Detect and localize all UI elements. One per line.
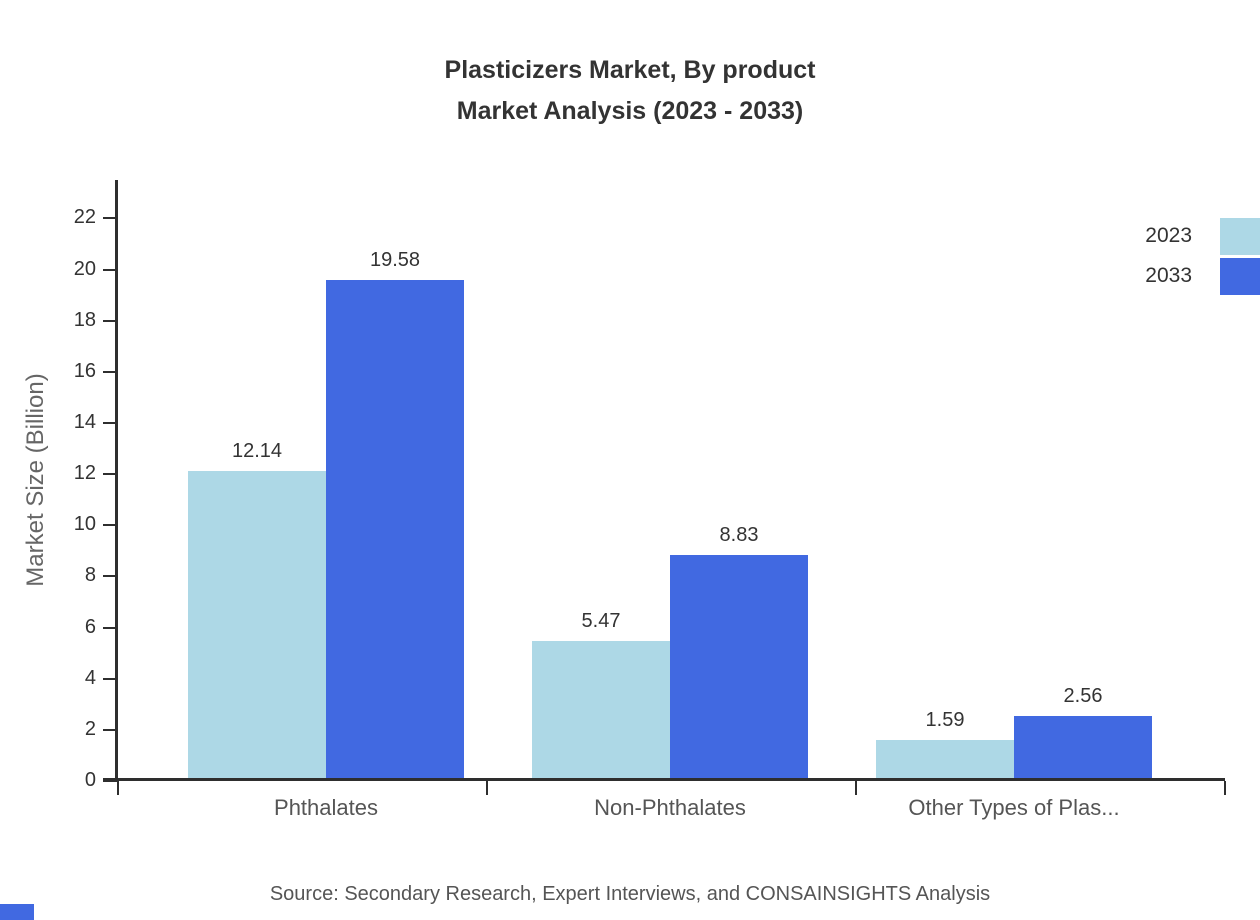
y-tick-label: 18 <box>73 308 96 331</box>
bar-2023-Other Types of Plas...[interactable] <box>876 740 1014 781</box>
x-tick <box>1224 781 1226 795</box>
legend-item-2033[interactable]: 2033 <box>1145 256 1260 296</box>
y-tick <box>103 370 118 373</box>
y-tick-label: 14 <box>73 410 96 433</box>
chart-title-line2: Market Analysis (2023 - 2033) <box>456 97 804 125</box>
y-tick-label: 16 <box>73 359 96 382</box>
y-axis-title: Market Size (Billion) <box>22 373 49 587</box>
y-tick <box>103 575 118 578</box>
y-tick <box>103 268 118 271</box>
bar-2033-Non-Phthalates[interactable] <box>670 555 808 781</box>
bar-value-label: 1.59 <box>925 709 965 732</box>
source-note: Source: Secondary Research, Expert Inter… <box>269 883 991 905</box>
bar-value-label: 8.83 <box>719 524 759 547</box>
x-category-label: Phthalates <box>274 795 378 820</box>
y-tick-label: 2 <box>84 717 96 740</box>
legend: 2023 2033 <box>1145 216 1260 296</box>
x-category-label: Other Types of Plas... <box>908 795 1120 820</box>
y-tick-label: 20 <box>73 257 96 280</box>
y-axis-line <box>115 180 118 781</box>
bar-2023-Non-Phthalates[interactable] <box>532 641 670 781</box>
legend-label-2023: 2023 <box>1145 224 1192 247</box>
y-tick-label: 0 <box>84 769 96 791</box>
y-tick <box>103 524 118 527</box>
bar-value-label: 2.56 <box>1063 684 1103 707</box>
y-tick <box>103 319 118 322</box>
y-tick-label: 10 <box>73 513 96 536</box>
y-tick <box>103 728 118 731</box>
legend-swatch-2033 <box>1220 257 1260 295</box>
x-tick <box>855 781 857 795</box>
y-tick <box>103 780 118 782</box>
legend-label-2033: 2033 <box>1145 264 1192 287</box>
corner-accent <box>0 904 34 920</box>
x-tick <box>486 781 488 795</box>
bar-value-label: 19.58 <box>369 249 421 272</box>
y-tick-label: 12 <box>73 462 96 485</box>
legend-item-2023[interactable]: 2023 <box>1145 216 1260 256</box>
bar-2033-Phthalates[interactable] <box>326 280 464 781</box>
legend-swatch-2023 <box>1220 217 1260 255</box>
plot-area: 0 2 4 6 8 10 12 14 16 18 20 22 12.14 19.58 Phthalates 5… <box>74 180 1226 820</box>
x-axis-line <box>103 778 1225 781</box>
y-tick <box>103 217 118 220</box>
y-tick-label: 22 <box>73 206 96 229</box>
y-tick <box>103 421 118 424</box>
bar-2023-Phthalates[interactable] <box>188 470 326 781</box>
chart-title-line1: Plasticizers Market, By product <box>444 56 816 84</box>
bar-2033-Other Types of Plas...[interactable] <box>1014 715 1152 781</box>
chart-title: Plasticizers Market, By product Market A… <box>0 50 1260 132</box>
y-tick-label: 4 <box>84 666 96 689</box>
y-tick <box>103 473 118 476</box>
x-tick <box>117 781 119 795</box>
y-tick <box>103 626 118 629</box>
y-tick-label: 6 <box>84 615 96 638</box>
y-tick <box>103 677 118 680</box>
bar-value-label: 5.47 <box>581 610 621 633</box>
x-category-label: Non-Phthalates <box>594 795 746 820</box>
bar-value-label: 12.14 <box>231 439 283 462</box>
y-tick-label: 8 <box>84 564 96 587</box>
